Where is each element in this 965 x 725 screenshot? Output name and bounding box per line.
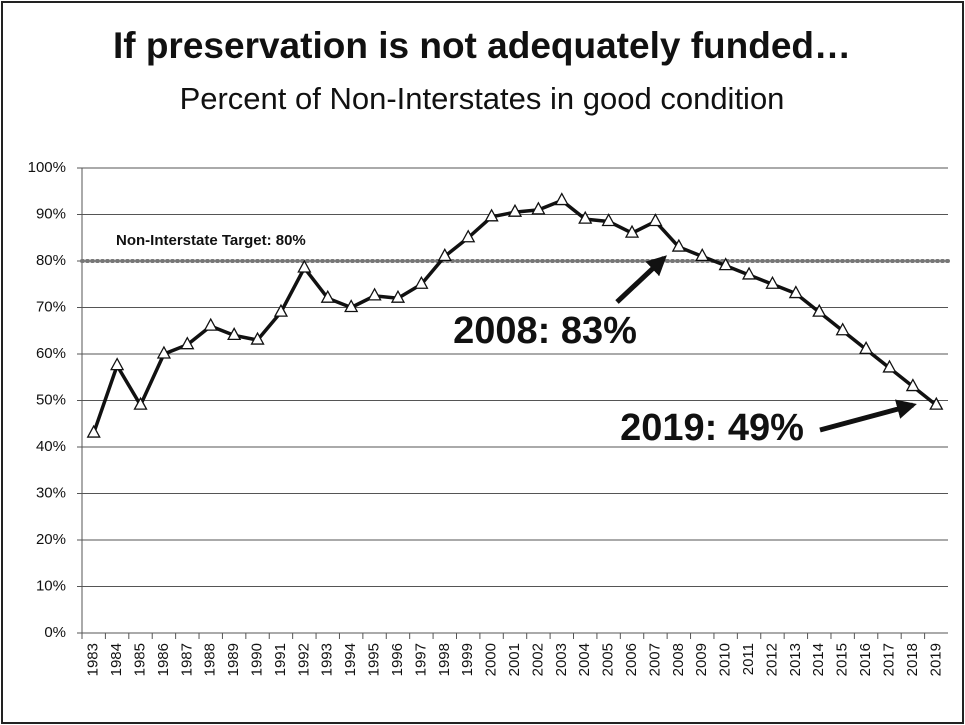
data-point bbox=[110, 357, 125, 371]
x-tick-label: 1996 bbox=[389, 643, 406, 676]
data-point bbox=[554, 192, 569, 206]
x-tick-label: 1991 bbox=[272, 643, 289, 676]
x-tick-label: 1989 bbox=[225, 643, 242, 676]
x-tick-label: 1986 bbox=[155, 643, 172, 676]
data-point bbox=[133, 396, 148, 410]
data-point bbox=[812, 303, 827, 317]
x-tick-label: 2006 bbox=[623, 643, 640, 676]
data-point bbox=[414, 275, 429, 289]
data-point bbox=[437, 247, 452, 262]
x-tick-label: 2001 bbox=[506, 643, 523, 676]
y-tick-label: 10% bbox=[36, 577, 66, 594]
x-tick-label: 2004 bbox=[576, 643, 593, 676]
x-tick-label: 1997 bbox=[412, 643, 429, 676]
y-tick-label: 90% bbox=[36, 205, 66, 222]
x-tick-label: 1994 bbox=[342, 643, 359, 676]
x-tick-label: 2005 bbox=[600, 643, 617, 676]
data-point bbox=[531, 201, 546, 215]
x-tick-label: 2013 bbox=[787, 643, 804, 676]
x-tick-label: 1992 bbox=[295, 643, 312, 676]
data-point bbox=[390, 289, 406, 303]
data-point bbox=[718, 257, 733, 271]
data-point bbox=[180, 336, 195, 350]
annotation-arrow bbox=[615, 255, 667, 304]
x-tick-label: 2009 bbox=[693, 643, 710, 676]
data-point bbox=[835, 322, 850, 336]
data-point bbox=[203, 317, 218, 331]
x-tick-label: 1998 bbox=[436, 643, 453, 676]
x-tick-label: 2000 bbox=[483, 643, 500, 676]
y-tick-label: 70% bbox=[36, 298, 66, 315]
x-tick-label: 2016 bbox=[857, 643, 874, 676]
annotation-arrow bbox=[819, 399, 917, 433]
data-point bbox=[156, 345, 172, 359]
x-tick-label: 2002 bbox=[529, 643, 546, 676]
x-tick-label: 2011 bbox=[740, 643, 757, 675]
data-point bbox=[297, 259, 312, 273]
annotation: 2008: 83% bbox=[453, 310, 637, 352]
y-tick-label: 30% bbox=[36, 484, 66, 501]
y-tick-label: 80% bbox=[36, 252, 66, 269]
x-tick-label: 1995 bbox=[366, 643, 383, 676]
y-tick-label: 60% bbox=[36, 345, 66, 362]
data-point bbox=[320, 289, 335, 303]
data-point bbox=[344, 299, 359, 313]
data-point bbox=[905, 378, 920, 392]
data-point bbox=[788, 285, 803, 299]
x-tick-label: 2019 bbox=[927, 643, 944, 676]
x-tick-label: 1988 bbox=[202, 643, 219, 676]
data-point bbox=[86, 424, 101, 438]
data-point bbox=[741, 266, 757, 280]
x-tick-label: 2017 bbox=[880, 643, 897, 676]
x-tick-label: 2003 bbox=[553, 643, 570, 676]
data-point bbox=[648, 213, 663, 227]
y-tick-label: 20% bbox=[36, 531, 66, 548]
data-point bbox=[624, 224, 640, 238]
data-point bbox=[929, 396, 944, 410]
x-tick-label: 1985 bbox=[131, 643, 148, 676]
x-tick-label: 2015 bbox=[834, 643, 851, 676]
x-tick-label: 1983 bbox=[85, 643, 102, 676]
y-tick-label: 40% bbox=[36, 438, 66, 455]
x-tick-label: 2008 bbox=[670, 643, 687, 676]
annotation: 2019: 49% bbox=[620, 407, 804, 449]
x-tick-label: 1999 bbox=[459, 643, 476, 676]
x-tick-label: 1984 bbox=[108, 643, 125, 676]
data-point bbox=[578, 210, 593, 224]
data-point bbox=[250, 331, 265, 345]
data-point bbox=[882, 359, 897, 373]
chart-subtitle: Percent of Non-Interstates in good condi… bbox=[180, 81, 785, 116]
x-tick-label: 2014 bbox=[810, 643, 827, 676]
y-tick-label: 100% bbox=[28, 159, 66, 176]
data-point bbox=[695, 247, 710, 262]
data-point bbox=[227, 327, 242, 341]
data-point bbox=[484, 208, 499, 222]
x-tick-label: 1987 bbox=[178, 643, 195, 676]
data-point bbox=[601, 213, 616, 227]
plot: 0% 10% 20% 30% 40% 50% 60% 70% 80% 90% 100% 1983 198… bbox=[28, 159, 950, 676]
data-point bbox=[273, 303, 289, 317]
y-tick-label: 0% bbox=[44, 624, 66, 641]
x-tick-label: 1993 bbox=[319, 643, 336, 676]
x-tick-label: 2010 bbox=[717, 643, 734, 676]
data-point bbox=[507, 203, 523, 217]
x-tick-label: 1990 bbox=[249, 643, 266, 676]
target-label: Non-Interstate Target: 80% bbox=[116, 232, 306, 249]
data-point bbox=[367, 287, 382, 301]
data-point bbox=[671, 238, 686, 252]
x-tick-label: 2007 bbox=[646, 643, 663, 676]
x-tick-label: 2012 bbox=[763, 643, 780, 676]
chart-title: If preservation is not adequately funded… bbox=[113, 25, 851, 66]
data-point bbox=[765, 275, 780, 289]
x-tick-label: 2018 bbox=[904, 643, 921, 676]
data-point bbox=[461, 229, 476, 243]
data-point bbox=[858, 340, 874, 355]
y-tick-label: 50% bbox=[36, 391, 66, 408]
